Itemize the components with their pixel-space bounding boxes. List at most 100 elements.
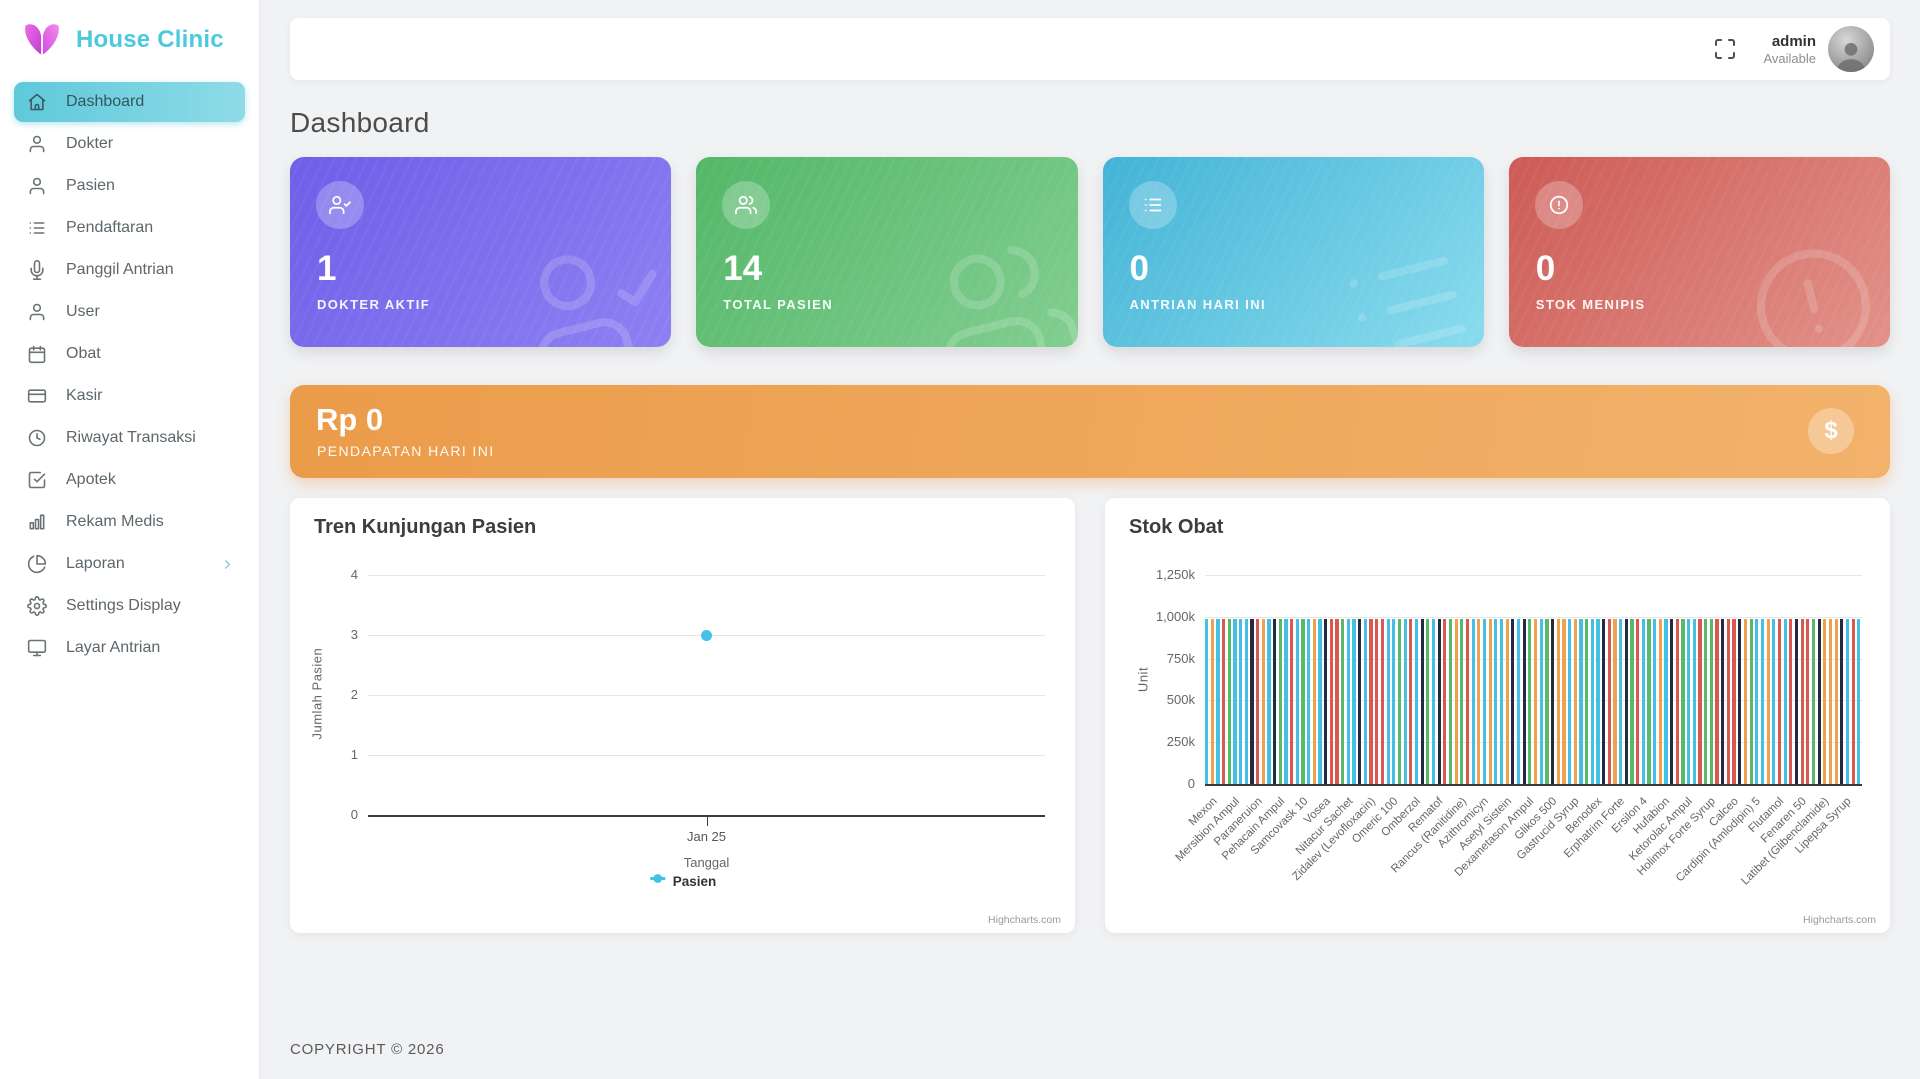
stat-value: 0 <box>1129 249 1149 288</box>
stock-bar <box>1443 619 1447 784</box>
bars-container <box>1205 619 1862 784</box>
stock-bar <box>1227 619 1231 784</box>
sidebar-item-kasir[interactable]: Kasir <box>14 376 245 416</box>
sidebar-item-label: Pendaftaran <box>66 219 154 236</box>
stock-bar <box>1828 619 1833 784</box>
sidebar-item-label: Settings Display <box>66 597 181 614</box>
stock-bar <box>1568 619 1572 784</box>
stock-bar <box>1420 619 1424 784</box>
stock-bar <box>1766 619 1770 784</box>
stock-bar <box>1755 619 1759 784</box>
sidebar-item-settings-display[interactable]: Settings Display <box>14 586 245 626</box>
stat-card-total-pasien: 14 TOTAL PASIEN <box>696 157 1078 347</box>
x-axis-title: Tanggal <box>683 855 730 870</box>
grid-line <box>1205 742 1862 744</box>
sidebar-item-rekam-medis[interactable]: Rekam Medis <box>14 502 245 542</box>
revenue-label: PENDAPATAN HARI INI <box>317 443 495 459</box>
highcharts-credit-link[interactable]: Highcharts.com <box>1803 914 1876 926</box>
stock-bar <box>1602 619 1606 784</box>
grid-line <box>1205 700 1862 702</box>
stock-bar <box>1579 619 1583 784</box>
legend-label: Pasien <box>672 873 717 889</box>
stock-bar <box>1556 619 1560 784</box>
stock-bar <box>1811 619 1816 784</box>
sidebar-item-laporan[interactable]: Laporan <box>14 544 245 584</box>
stock-bar <box>1369 619 1373 784</box>
stock-bar <box>1312 619 1316 784</box>
chart-title: Tren Kunjungan Pasien <box>314 516 537 538</box>
stock-bar <box>1698 619 1702 784</box>
sidebar-item-user[interactable]: User <box>14 292 245 332</box>
y-tick-label: 4 <box>350 567 358 582</box>
brand[interactable]: House Clinic <box>0 0 259 74</box>
stock-bar <box>1210 619 1214 784</box>
y-tick-label: 250k <box>1166 734 1195 750</box>
check-square-icon <box>26 470 48 490</box>
stock-bar <box>1488 619 1492 784</box>
copyright: COPYRIGHT © 2026 <box>290 1041 445 1058</box>
user-menu[interactable]: admin Available <box>1763 26 1874 72</box>
stock-bar <box>1681 619 1685 784</box>
stock-bar <box>1346 619 1350 784</box>
stock-bar <box>1290 619 1294 784</box>
stock-bar <box>1499 619 1504 784</box>
stock-bar <box>1675 619 1679 784</box>
sidebar-item-label: Apotek <box>66 471 116 488</box>
y-axis-title: Jumlah Pasien <box>309 647 325 740</box>
stock-bar <box>1505 619 1509 784</box>
stock-bar <box>1834 619 1838 784</box>
sidebar-item-layar-antrian[interactable]: Layar Antrian <box>14 628 245 668</box>
pie-chart-icon <box>26 554 48 574</box>
sidebar-item-label: Dokter <box>66 135 114 152</box>
stock-bar <box>1840 619 1844 784</box>
sidebar-item-riwayat-transaksi[interactable]: Riwayat Transaksi <box>14 418 245 458</box>
sidebar-item-dashboard[interactable]: Dashboard <box>14 82 245 122</box>
y-axis-title: Unit <box>1135 666 1151 692</box>
y-tick-label: 3 <box>350 627 358 642</box>
stock-bar <box>1743 619 1748 784</box>
stock-bar <box>1624 619 1628 784</box>
highcharts-credit-link[interactable]: Highcharts.com <box>988 914 1061 926</box>
stat-value: 14 <box>723 249 763 288</box>
sidebar-item-pendaftaran[interactable]: Pendaftaran <box>14 208 245 248</box>
stock-bar <box>1358 619 1362 784</box>
sidebar-item-label: Obat <box>66 345 101 362</box>
stock-bar <box>1528 619 1532 784</box>
stock-bar <box>1794 619 1799 784</box>
sidebar-item-pasien[interactable]: Pasien <box>14 166 245 206</box>
y-tick-label: 1,000k <box>1155 608 1195 624</box>
revenue-value: Rp 0 <box>316 402 384 437</box>
sidebar-item-obat[interactable]: Obat <box>14 334 245 374</box>
sidebar-item-apotek[interactable]: Apotek <box>14 460 245 500</box>
stock-bar <box>1596 619 1600 784</box>
stock-bar <box>1278 619 1282 784</box>
alert-circle-watermark-icon <box>1729 221 1890 347</box>
stock-bar <box>1709 619 1713 784</box>
page-title: Dashboard <box>290 107 430 138</box>
stock-bar <box>1573 619 1577 784</box>
fullscreen-button[interactable] <box>1709 33 1741 65</box>
stock-plot: 0 250k 500k 750k 1,000k 1,250k Unit Mexon Mersib… <box>1105 498 1890 933</box>
sidebar-item-dokter[interactable]: Dokter <box>14 124 245 164</box>
clinic-logo-icon <box>20 20 64 60</box>
sidebar-item-panggil-antrian[interactable]: Panggil Antrian <box>14 250 245 290</box>
stock-chart: Stok Obat 0 250k 500k 750k 1,000k 1,250k Unit M… <box>1105 498 1890 933</box>
mic-icon <box>26 260 48 280</box>
stock-bar <box>1749 619 1753 784</box>
stock-bar <box>1647 619 1651 784</box>
legend-item-pasien[interactable]: Pasien <box>649 872 717 890</box>
avatar[interactable] <box>1828 26 1874 72</box>
stock-bar <box>1806 619 1810 784</box>
stock-bar <box>1244 619 1248 784</box>
stock-bar <box>1857 619 1861 784</box>
chart-title: Stok Obat <box>1129 516 1224 538</box>
users-icon <box>722 181 771 229</box>
stock-bar <box>1284 619 1288 784</box>
stock-bar <box>1658 619 1662 784</box>
chevron-right-icon <box>220 557 235 572</box>
credit-card-icon <box>26 386 48 406</box>
stat-cards-row: 1 DOKTER AKTIF 14 TOTAL PASIEN 0 ANTRIAN HARI… <box>290 157 1890 347</box>
main-content: admin Available Dashboard 1 DOKTER AKTIF 1… <box>260 0 1920 1079</box>
stock-bar <box>1590 619 1594 784</box>
stock-bar <box>1273 619 1277 784</box>
